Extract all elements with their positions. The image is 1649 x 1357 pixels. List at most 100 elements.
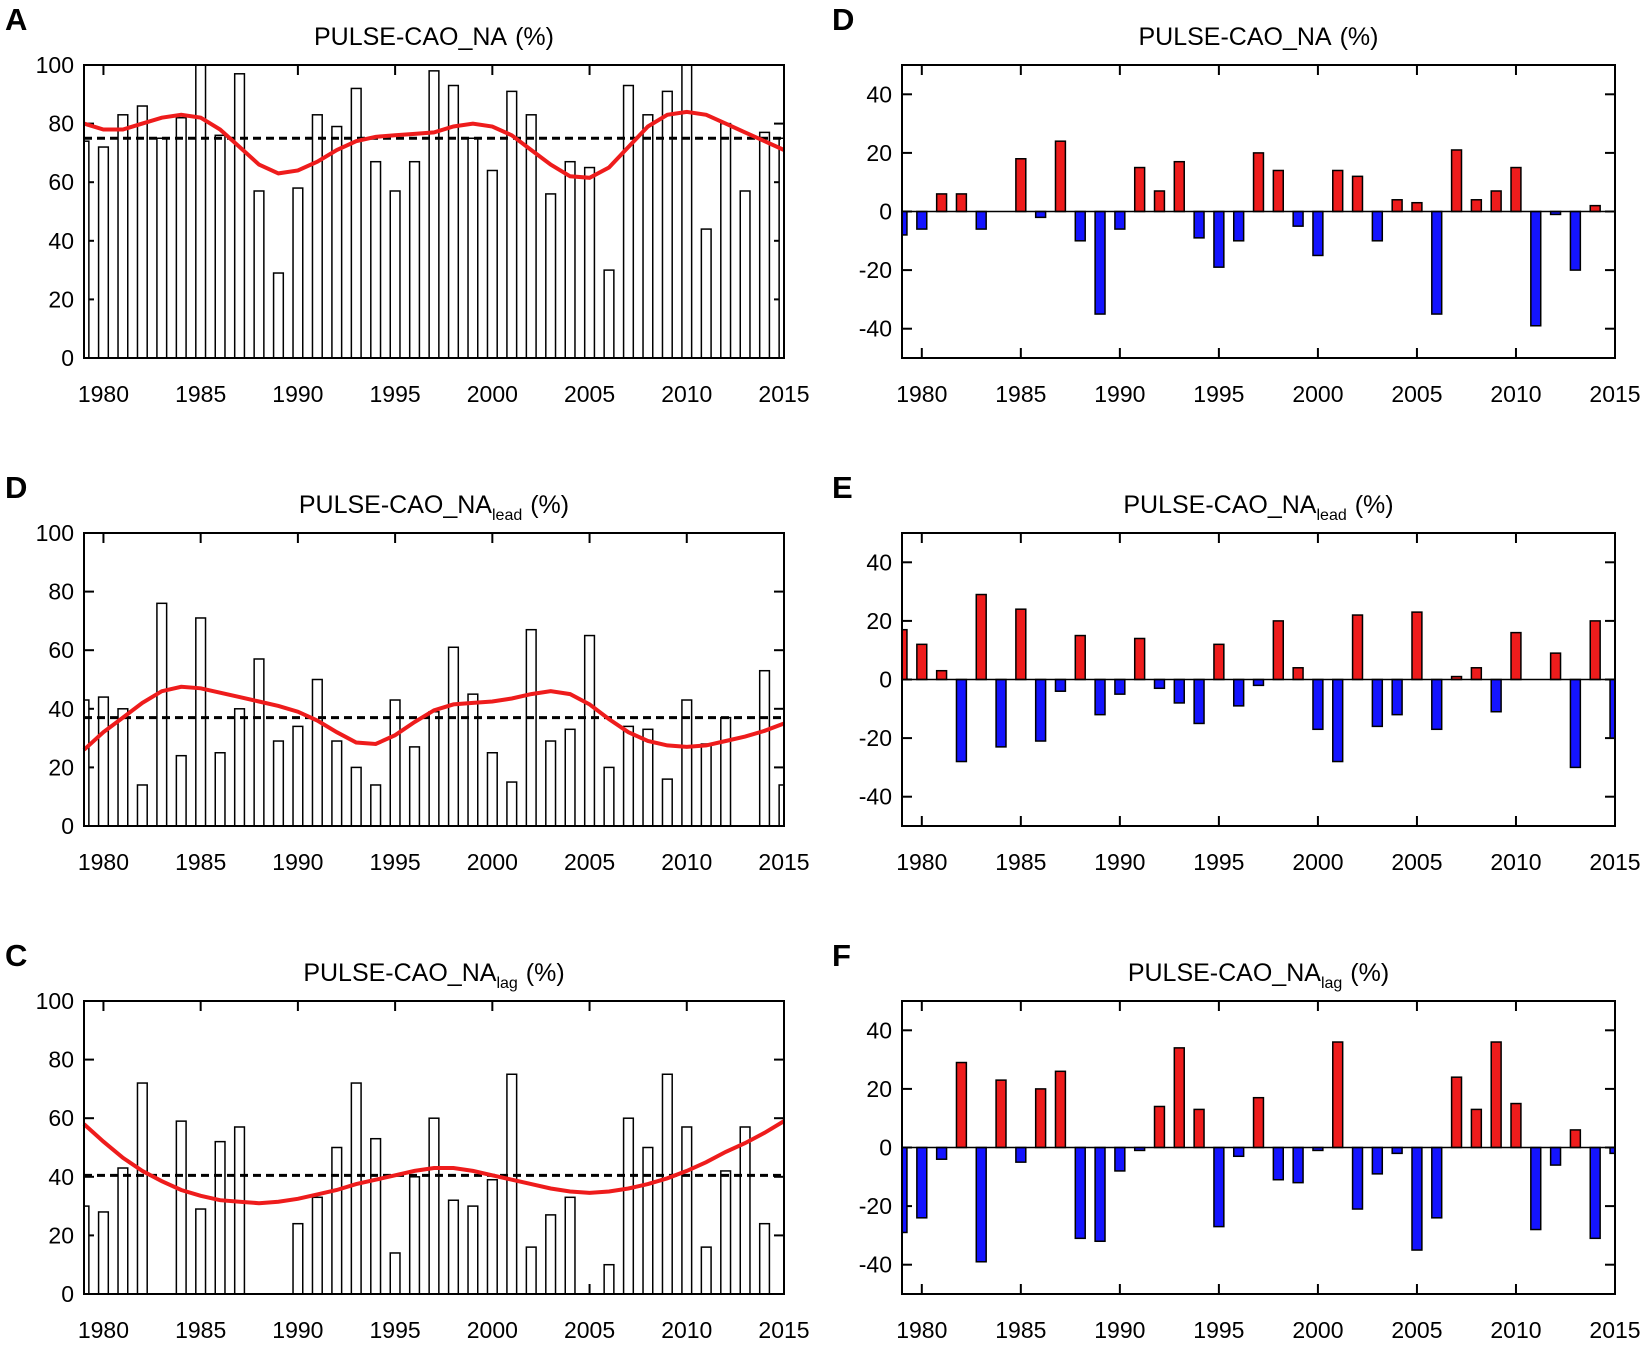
x-tick-label: 2000 — [1292, 381, 1343, 407]
x-tick-label: 2000 — [467, 1317, 518, 1343]
bar — [622, 84, 635, 358]
bar — [525, 1246, 537, 1294]
title-text: PULSE-CAO_NA — [1138, 23, 1331, 51]
bar — [350, 87, 362, 358]
x-tick-label: 2010 — [1490, 1317, 1541, 1343]
bar — [1034, 210, 1047, 219]
bar — [583, 166, 596, 358]
title-unit: (%) — [530, 491, 569, 519]
bar — [1114, 678, 1126, 695]
bar — [136, 1082, 148, 1294]
bar — [622, 1117, 635, 1294]
bar — [1015, 608, 1027, 681]
panel: E PULSE-CAO_NAlead (%) -40 -20 0 20 40 1980 1985 1… — [832, 470, 1641, 875]
bar — [1569, 210, 1582, 271]
bar — [1213, 210, 1225, 268]
y-tick-label: 20 — [866, 140, 892, 166]
bar — [700, 1246, 712, 1294]
bar — [1490, 190, 1502, 213]
y-tick-label: -20 — [859, 1193, 892, 1219]
bar — [545, 740, 557, 826]
panel-label: E — [832, 470, 853, 505]
bar — [1431, 210, 1443, 315]
bar — [720, 1170, 732, 1294]
bar — [408, 1176, 421, 1294]
title-text: PULSE-CAO_NA — [299, 491, 492, 519]
bar — [995, 678, 1007, 748]
bar — [1252, 1096, 1265, 1149]
title-text: PULSE-CAO_NA — [1128, 959, 1321, 987]
bar — [1034, 1088, 1047, 1149]
panel: A PULSE-CAO_NA (%) 0 20 40 60 80 100 1980 1985 1990… — [5, 2, 810, 407]
y-tick-label: 20 — [866, 608, 892, 634]
bar — [175, 1120, 187, 1294]
x-tick-label: 1980 — [78, 381, 129, 407]
bar — [1272, 620, 1285, 681]
panel-label: A — [5, 2, 27, 37]
x-tick-label: 2000 — [1292, 1317, 1343, 1343]
bar — [1034, 678, 1047, 742]
bar — [350, 766, 362, 826]
bar — [916, 210, 928, 230]
y-tick-label: -40 — [859, 1252, 892, 1278]
x-tick-label: 2010 — [1490, 381, 1541, 407]
bar — [1411, 1146, 1423, 1251]
bar — [1391, 1146, 1403, 1155]
bar — [758, 1222, 771, 1294]
bar — [97, 696, 110, 826]
bar — [1530, 1146, 1542, 1231]
x-tick-label: 1980 — [78, 1317, 129, 1343]
x-tick-label: 1985 — [995, 849, 1046, 875]
bar — [955, 193, 968, 213]
bar — [545, 1214, 557, 1294]
chart-title: PULSE-CAO_NAlag (%) — [1128, 959, 1389, 992]
bar — [902, 628, 908, 681]
x-tick-label: 2010 — [661, 381, 712, 407]
y-tick-label: 80 — [48, 111, 74, 137]
chart-title: PULSE-CAO_NAlead (%) — [299, 491, 569, 524]
x-tick-label: 2005 — [1391, 381, 1442, 407]
y-tick-label: 20 — [48, 754, 74, 780]
bar — [1232, 210, 1245, 242]
title-text: PULSE-CAO_NA — [303, 959, 496, 987]
bar — [1371, 678, 1384, 728]
bar — [1292, 1146, 1304, 1184]
bar — [955, 678, 968, 763]
bar — [1450, 149, 1463, 213]
bar — [642, 728, 654, 826]
bar — [545, 193, 557, 358]
x-tick-label: 1985 — [995, 1317, 1046, 1343]
bar — [1490, 678, 1502, 713]
x-tick-label: 1985 — [175, 381, 226, 407]
x-tick-label: 2010 — [661, 1317, 712, 1343]
bar — [97, 146, 110, 358]
bar — [525, 628, 537, 826]
y-tick-label: 80 — [48, 579, 74, 605]
y-tick-label: 20 — [866, 1076, 892, 1102]
bar — [1411, 611, 1423, 681]
y-tick-label: 0 — [879, 199, 892, 225]
x-tick-label: 1995 — [1193, 381, 1244, 407]
x-tick-label: 2010 — [1490, 849, 1541, 875]
bar — [1569, 1129, 1582, 1149]
x-tick-label: 2000 — [467, 849, 518, 875]
title-unit: (%) — [515, 23, 554, 51]
x-tick-label: 1990 — [1094, 849, 1145, 875]
y-tick-label: 80 — [48, 1047, 74, 1073]
y-tick-label: 100 — [36, 52, 74, 78]
bars — [902, 140, 1601, 327]
plot-frame — [901, 1000, 1616, 1295]
bar — [935, 1146, 948, 1160]
bar — [1074, 210, 1086, 242]
plot-frame — [901, 64, 1616, 359]
bar — [661, 778, 673, 826]
bar — [408, 160, 421, 358]
panel-label: D — [832, 2, 854, 37]
bar — [1530, 210, 1542, 327]
x-tick-label: 1990 — [1094, 1317, 1145, 1343]
bar — [1470, 667, 1483, 681]
x-tick-label: 2005 — [564, 381, 615, 407]
bar — [778, 137, 784, 358]
bar — [84, 1205, 90, 1294]
bar — [1391, 678, 1403, 716]
